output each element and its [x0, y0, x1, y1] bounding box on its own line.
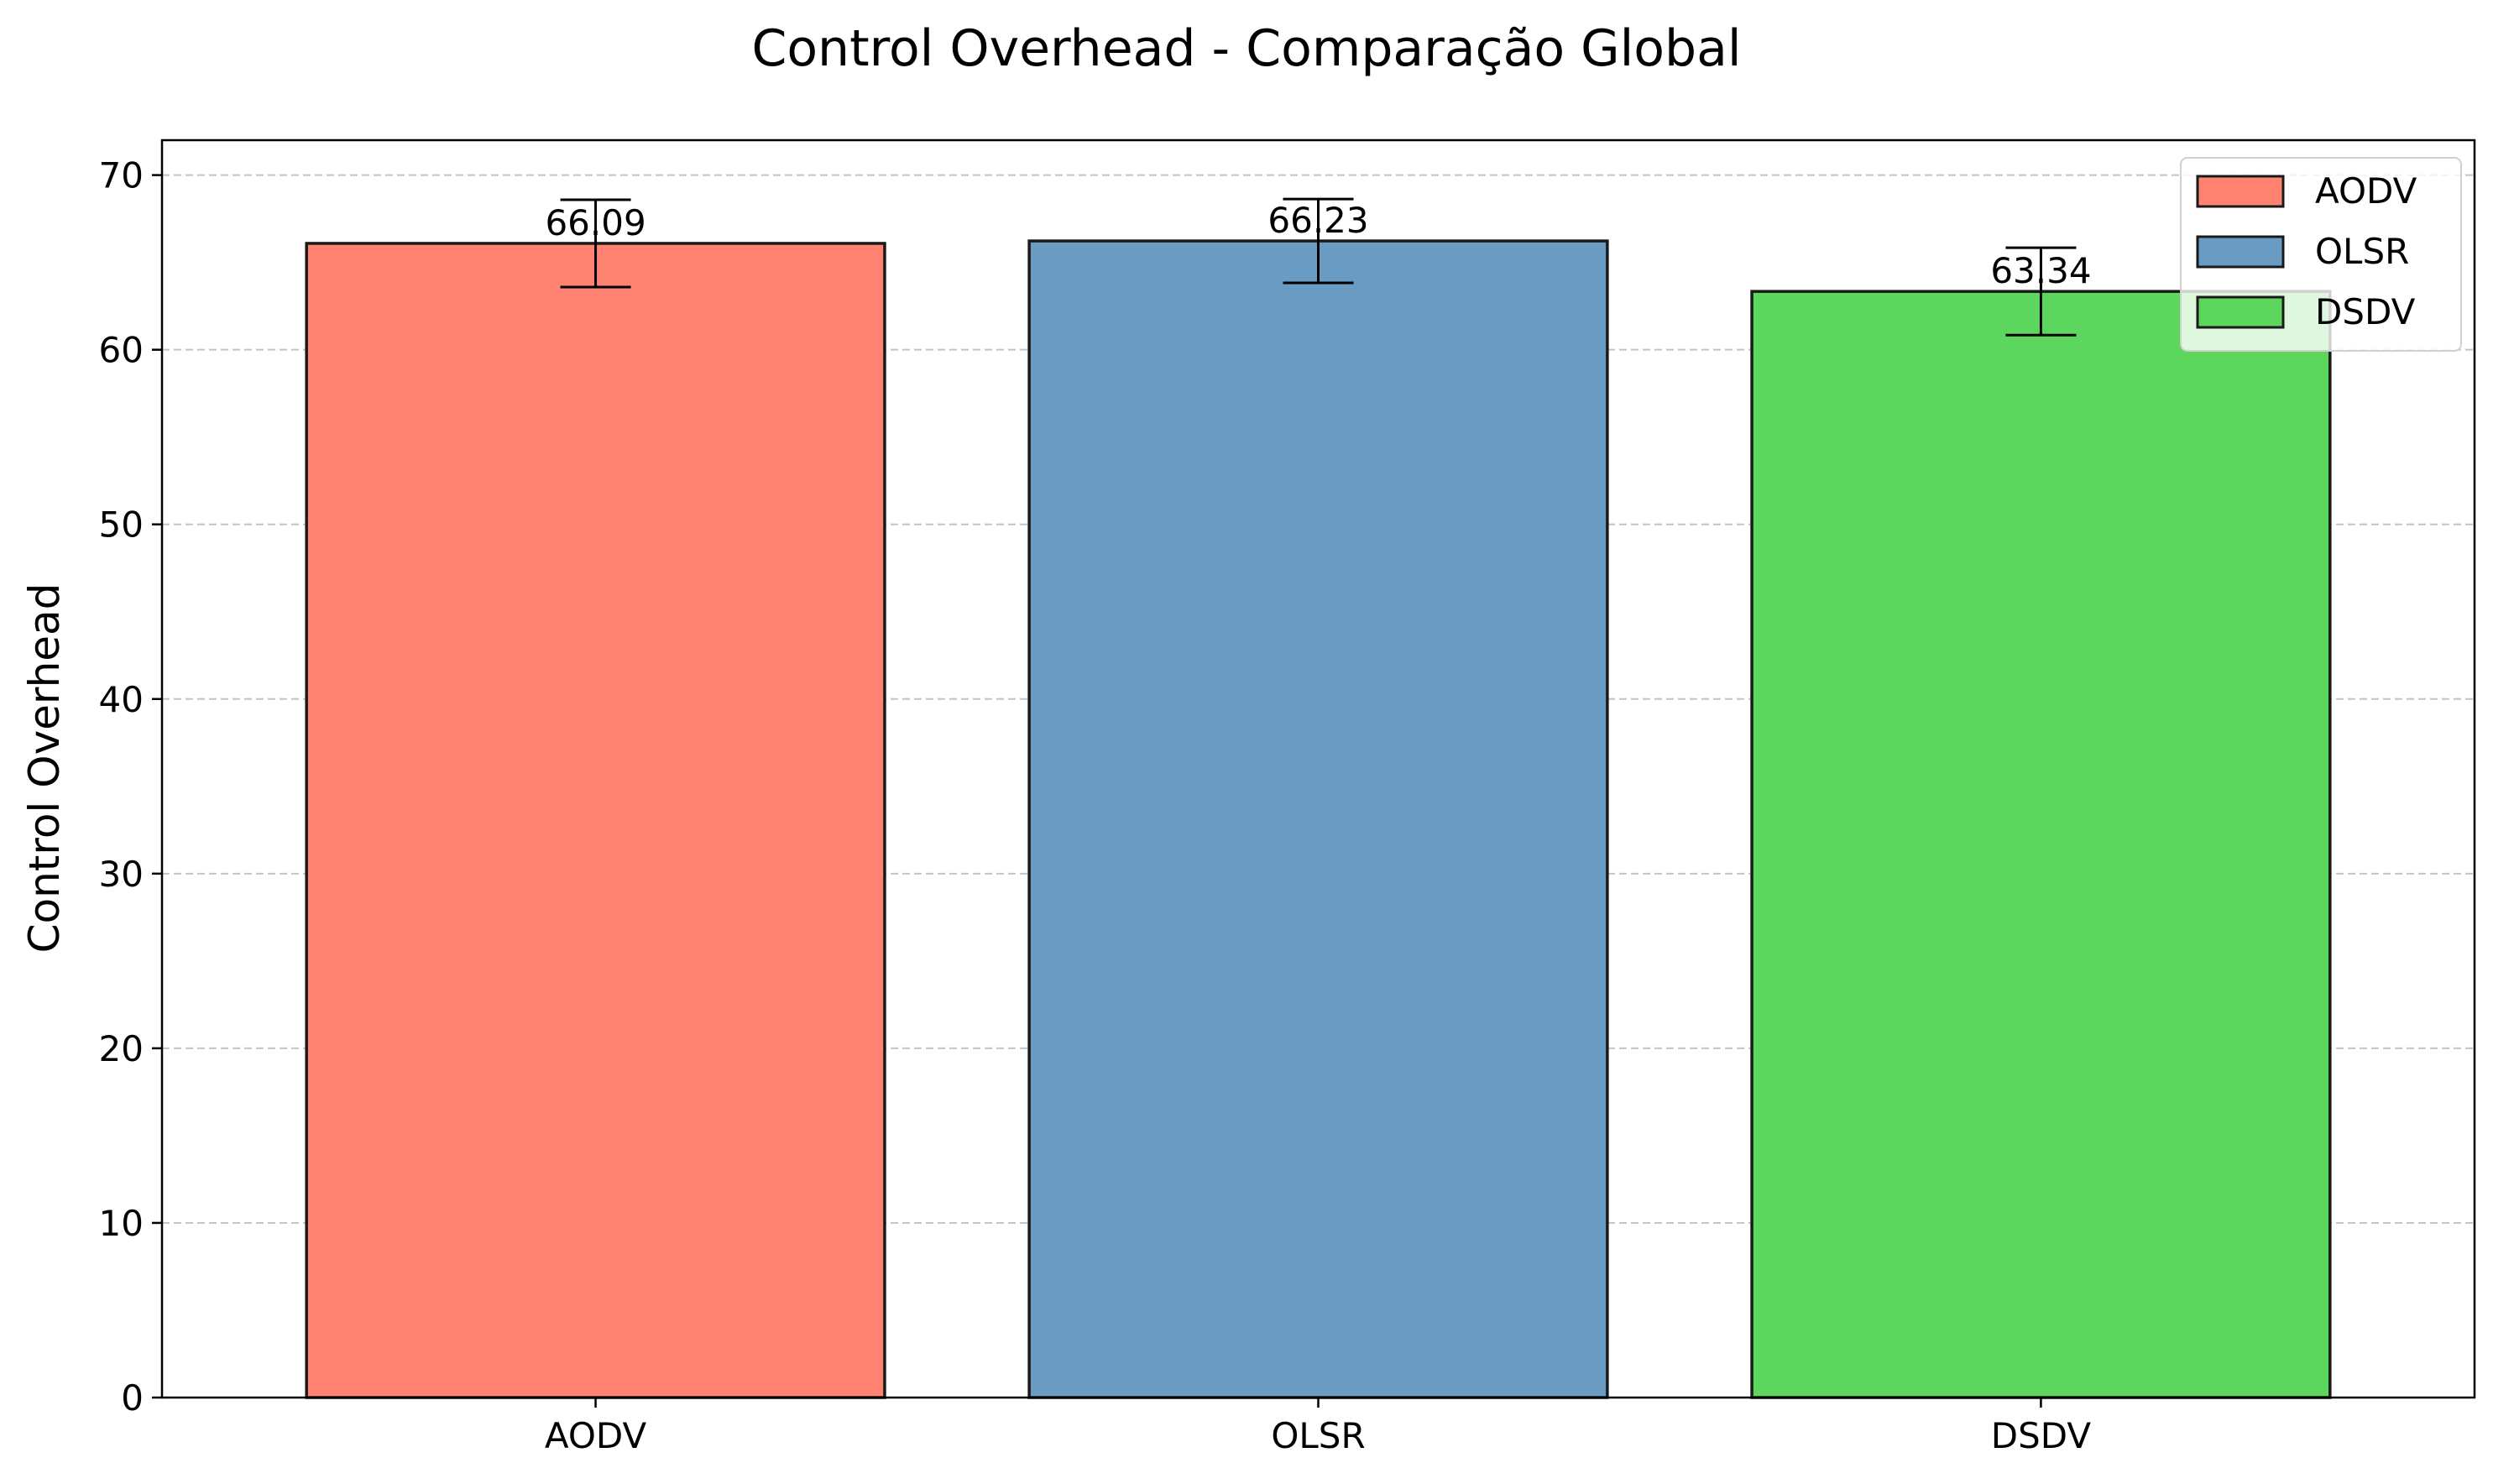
- y-tick-label-10: 10: [99, 1203, 144, 1244]
- bar-aodv: [305, 242, 886, 1399]
- x-tick-label-olsr: OLSR: [1271, 1415, 1365, 1456]
- legend-swatch-olsr: [2196, 235, 2285, 269]
- x-tick-label-dsdv: DSDV: [1991, 1415, 2092, 1456]
- y-tick-label-0: 0: [121, 1377, 144, 1419]
- bar-olsr: [1027, 239, 1609, 1399]
- bars: [305, 239, 2332, 1399]
- y-axis-ticks: 0 10 20 30 40 50 60 70: [99, 155, 162, 1419]
- y-tick-label-30: 30: [99, 854, 144, 895]
- legend: AODV OLSR DSDV: [2180, 157, 2462, 352]
- error-bars: [560, 197, 2077, 337]
- y-tick-label-20: 20: [99, 1028, 144, 1069]
- legend-label-dsdv: DSDV: [2315, 291, 2416, 332]
- y-tick-label-70: 70: [99, 155, 144, 196]
- y-tick-label-50: 50: [99, 504, 144, 546]
- data-labels: 66.09 66.23 63.34: [545, 200, 2091, 291]
- legend-swatch-dsdv: [2196, 295, 2285, 329]
- y-axis-label: Control Overhead: [20, 583, 69, 954]
- x-axis-ticks: AODV OLSR DSDV: [545, 1398, 2092, 1456]
- data-label-dsdv: 63.34: [1990, 250, 2091, 291]
- legend-swatch-aodv: [2196, 175, 2285, 208]
- y-tick-label-40: 40: [99, 679, 144, 720]
- y-tick-label-60: 60: [99, 330, 144, 371]
- chart-title: Control Overhead - Comparação Global: [751, 19, 1741, 78]
- data-label-olsr: 66.23: [1267, 200, 1368, 241]
- data-label-aodv: 66.09: [545, 202, 645, 243]
- legend-label-olsr: OLSR: [2315, 231, 2409, 272]
- legend-label-aodv: AODV: [2315, 170, 2417, 212]
- x-tick-label-aodv: AODV: [545, 1415, 647, 1456]
- bar-dsdv: [1750, 290, 2332, 1399]
